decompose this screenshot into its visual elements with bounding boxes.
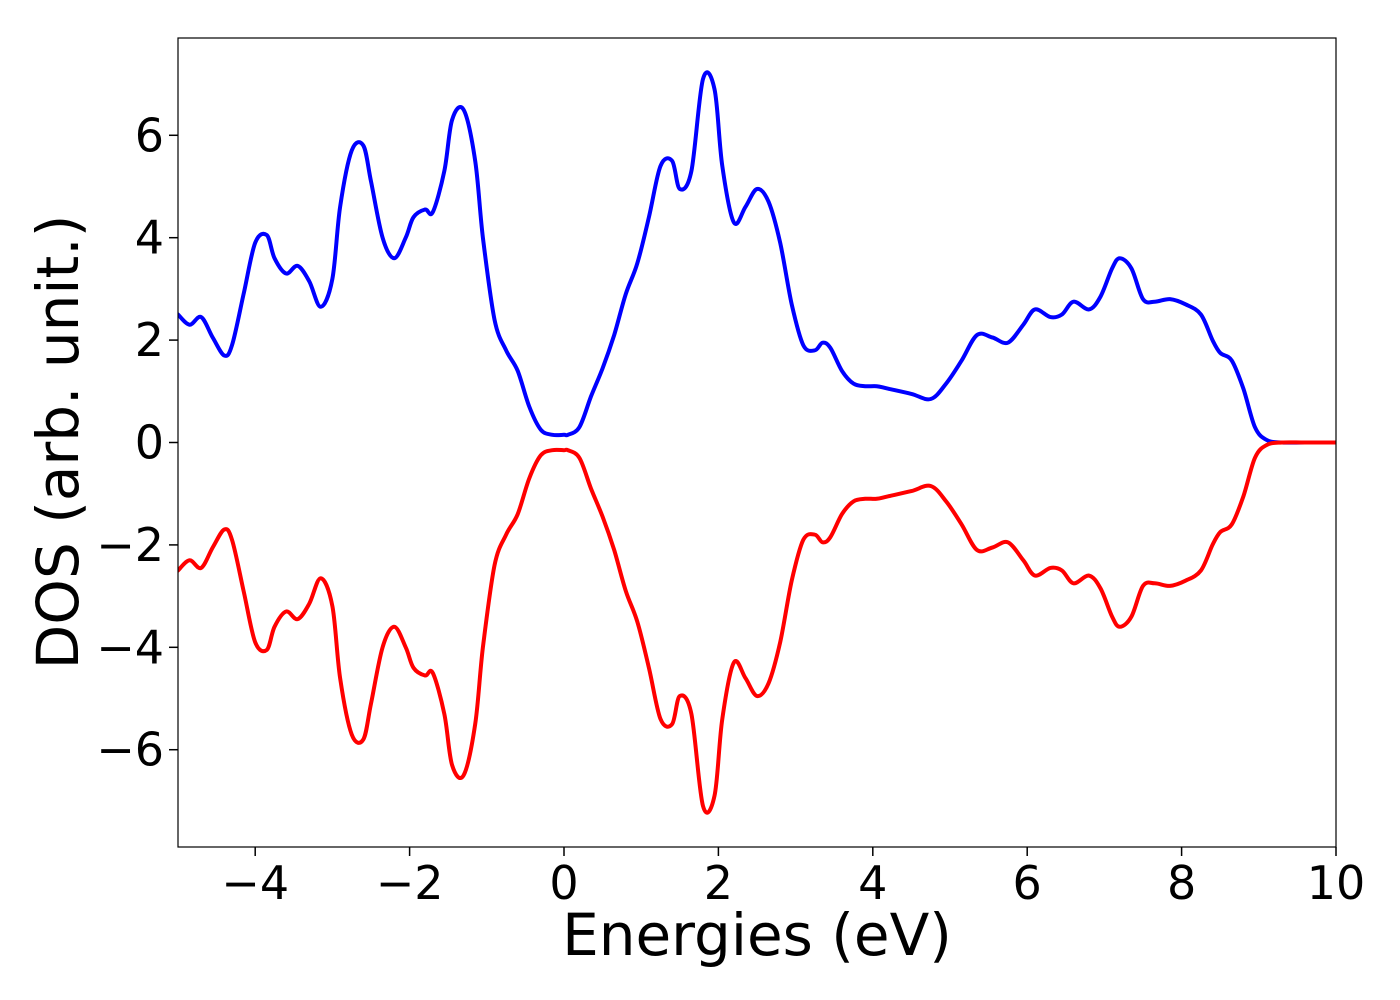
x-tick-label: 0 [549,856,578,910]
x-axis-ticks: −4 −2 0 2 4 6 8 10 [221,847,1365,910]
y-tick-label: 2 [135,313,164,367]
x-tick-label: −4 [221,856,289,910]
y-axis-ticks: −6 −4 −2 0 2 4 6 [96,108,178,777]
y-tick-label: −4 [96,620,164,674]
x-tick-label: −2 [376,856,444,910]
x-tick-label: 6 [1013,856,1042,910]
x-axis-label: Energies (eV) [562,901,952,969]
series-layer [178,70,1336,815]
x-tick-label: 8 [1167,856,1196,910]
y-tick-label: 6 [135,108,164,162]
y-tick-label: −6 [96,723,164,777]
dos-series-line-upper [178,70,1336,445]
dos-series-line-lower [178,440,1336,815]
x-tick-label: 4 [858,856,887,910]
y-tick-label: −2 [96,518,164,572]
x-tick-label: 10 [1307,856,1366,910]
y-tick-label: 4 [135,211,164,265]
y-tick-label: 0 [135,416,164,470]
y-axis-label: DOS (arb. unit.) [24,215,92,670]
x-tick-label: 2 [704,856,733,910]
